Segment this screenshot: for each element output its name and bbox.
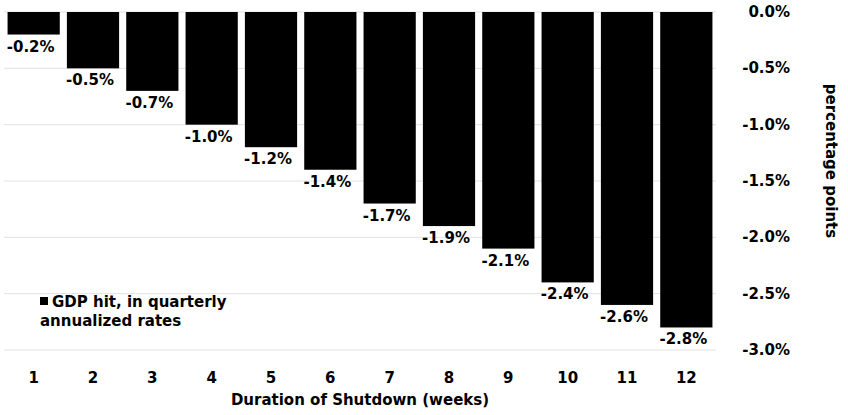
data-label: -0.5% bbox=[66, 71, 114, 89]
x-tick-label: 8 bbox=[444, 369, 454, 387]
x-tick-label: 9 bbox=[503, 369, 513, 387]
y-tick-label: -1.0% bbox=[742, 116, 790, 134]
bar bbox=[601, 12, 653, 305]
x-tick-label: 3 bbox=[147, 369, 157, 387]
bar bbox=[245, 12, 297, 147]
bar bbox=[364, 12, 416, 204]
chart: 0.0%-0.5%-1.0%-1.5%-2.0%-2.5%-3.0%-0.2%-… bbox=[0, 0, 848, 415]
legend-label: GDP hit, in quarterly annualized rates bbox=[40, 293, 227, 330]
x-tick-label: 2 bbox=[88, 369, 98, 387]
x-tick-label: 5 bbox=[266, 369, 276, 387]
data-label: -1.4% bbox=[303, 173, 351, 191]
x-tick-label: 1 bbox=[28, 369, 38, 387]
y-axis-title: percentage points bbox=[822, 84, 840, 239]
bar bbox=[542, 12, 594, 282]
bar bbox=[67, 12, 119, 68]
bar bbox=[482, 12, 534, 249]
bar bbox=[186, 12, 238, 125]
legend-swatch bbox=[40, 297, 48, 305]
y-tick-label: 0.0% bbox=[748, 3, 790, 21]
x-tick-label: 6 bbox=[325, 369, 335, 387]
legend: GDP hit, in quarterly annualized rates bbox=[40, 293, 260, 331]
y-tick-label: -3.0% bbox=[742, 341, 790, 359]
data-label: -2.4% bbox=[541, 285, 589, 303]
bar bbox=[304, 12, 356, 170]
x-tick-label: 4 bbox=[206, 369, 216, 387]
bars bbox=[8, 12, 713, 327]
data-labels: -0.2% -0.5% -0.7% -1.0% -1.2% -1.4% -1.7% -1.9%… bbox=[7, 38, 707, 349]
y-tick-label: -0.5% bbox=[742, 59, 790, 77]
x-tick-label: 7 bbox=[384, 369, 394, 387]
legend-entry: GDP hit, in quarterly annualized rates bbox=[40, 293, 260, 331]
data-label: -2.1% bbox=[481, 252, 529, 270]
x-tick-label: 10 bbox=[557, 369, 578, 387]
data-label: -2.8% bbox=[659, 330, 707, 348]
data-label: -1.7% bbox=[363, 207, 411, 225]
data-label: -0.2% bbox=[7, 38, 55, 56]
bar bbox=[660, 12, 712, 327]
data-label: -1.0% bbox=[185, 128, 233, 146]
data-label: -1.9% bbox=[422, 229, 470, 247]
bar bbox=[8, 12, 60, 35]
data-label: -2.6% bbox=[600, 308, 648, 326]
y-tick-label: -2.5% bbox=[742, 285, 790, 303]
x-axis-title: Duration of Shutdown (weeks) bbox=[231, 391, 489, 409]
x-tick-label: 11 bbox=[617, 369, 638, 387]
y-tick-label: -2.0% bbox=[742, 228, 790, 246]
bar bbox=[423, 12, 475, 226]
data-label: -0.7% bbox=[125, 94, 173, 112]
x-tick-label: 12 bbox=[676, 369, 697, 387]
data-label: -1.2% bbox=[244, 150, 292, 168]
y-tick-label: -1.5% bbox=[742, 172, 790, 190]
bar bbox=[126, 12, 178, 91]
grid-line bbox=[4, 350, 716, 351]
